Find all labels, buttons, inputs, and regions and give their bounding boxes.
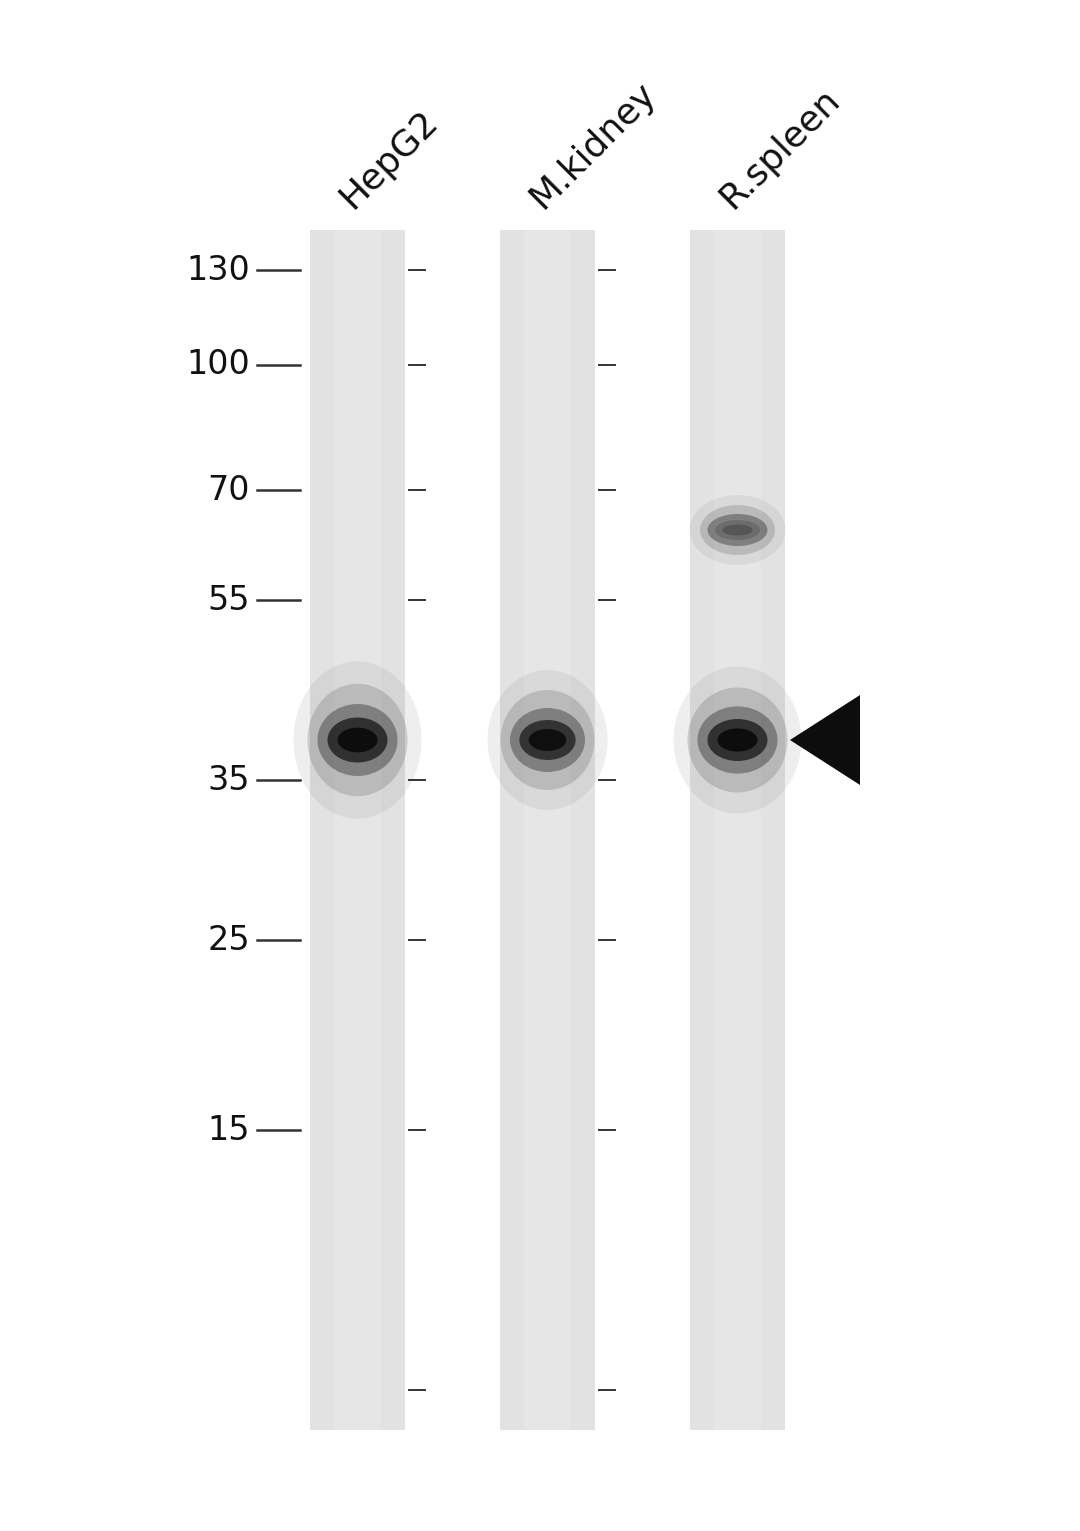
Ellipse shape — [700, 505, 775, 556]
Ellipse shape — [529, 729, 566, 752]
Ellipse shape — [501, 690, 594, 790]
Ellipse shape — [327, 718, 388, 762]
Bar — [310, 230, 405, 1430]
Text: 15: 15 — [207, 1113, 249, 1147]
Ellipse shape — [723, 525, 753, 536]
Ellipse shape — [308, 684, 407, 796]
Bar — [714, 230, 761, 1430]
Ellipse shape — [715, 521, 760, 540]
Bar — [690, 230, 785, 1430]
Text: M.kidney: M.kidney — [524, 77, 663, 214]
Text: 35: 35 — [207, 764, 249, 796]
Ellipse shape — [689, 495, 785, 565]
Text: R.spleen: R.spleen — [714, 83, 847, 214]
Text: 100: 100 — [186, 349, 249, 381]
Ellipse shape — [688, 687, 787, 793]
Text: 70: 70 — [207, 473, 249, 507]
Ellipse shape — [487, 671, 607, 810]
Ellipse shape — [337, 727, 378, 752]
Ellipse shape — [519, 720, 576, 759]
Ellipse shape — [318, 704, 397, 776]
Ellipse shape — [294, 661, 421, 819]
Text: HepG2: HepG2 — [334, 104, 445, 214]
Bar — [334, 230, 381, 1430]
Ellipse shape — [707, 720, 768, 761]
Polygon shape — [789, 695, 860, 785]
Text: 55: 55 — [207, 583, 249, 617]
Text: 130: 130 — [186, 254, 249, 286]
Bar — [524, 230, 571, 1430]
Ellipse shape — [510, 707, 585, 772]
Bar — [500, 230, 595, 1430]
Ellipse shape — [707, 514, 768, 547]
Text: 25: 25 — [207, 923, 249, 957]
Ellipse shape — [698, 706, 778, 773]
Ellipse shape — [674, 666, 801, 813]
Ellipse shape — [717, 729, 757, 752]
